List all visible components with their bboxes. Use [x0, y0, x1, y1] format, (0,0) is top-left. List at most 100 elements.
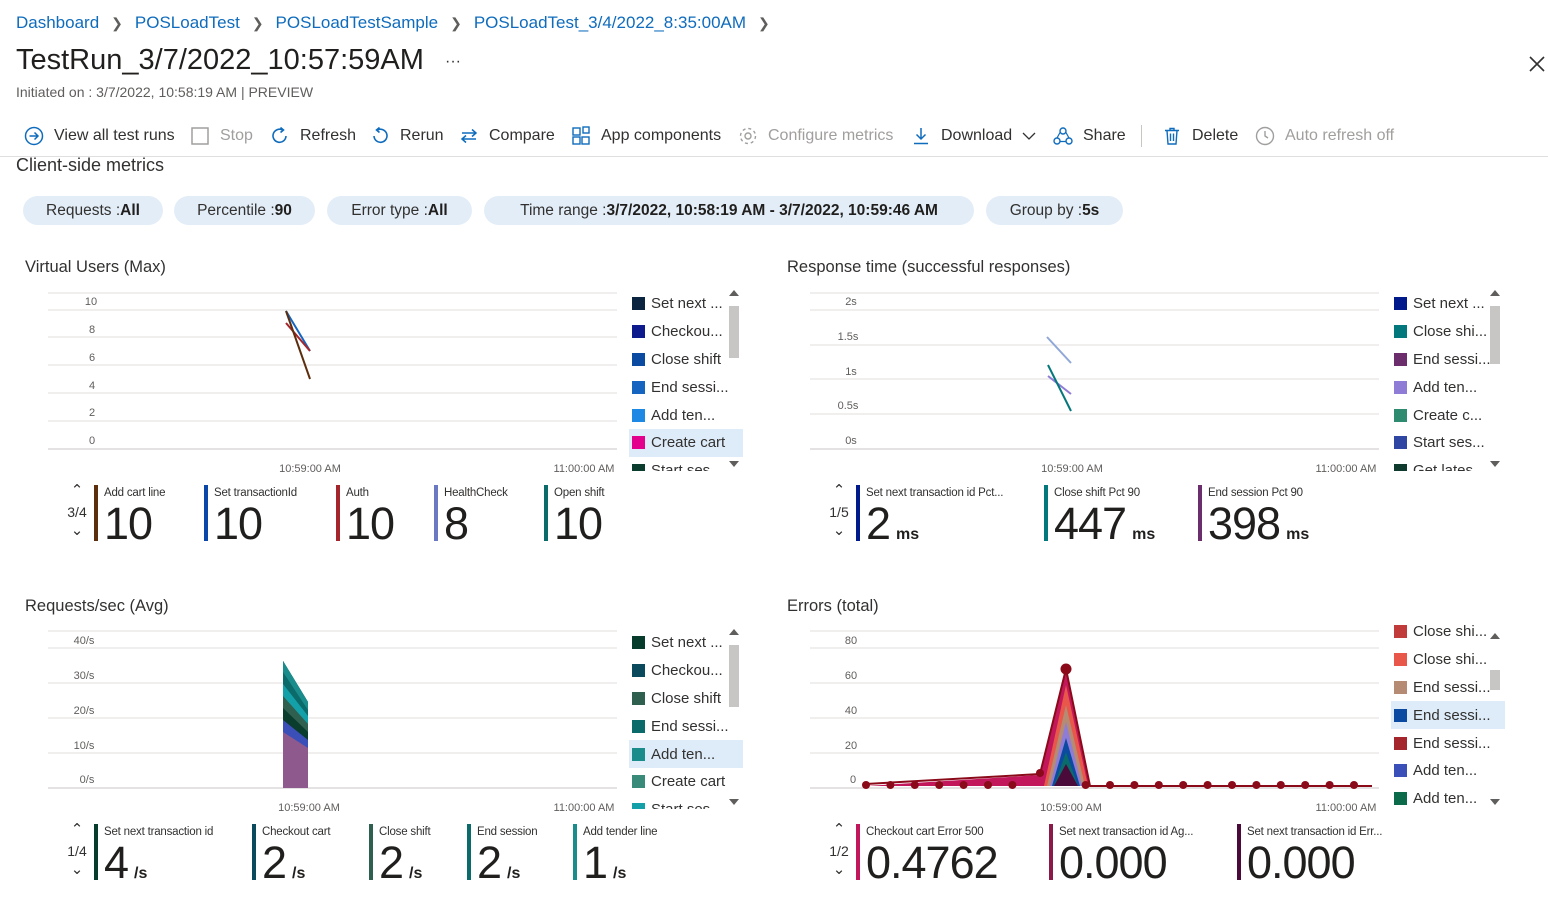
refresh-button[interactable]: Refresh — [270, 122, 356, 150]
err-marker — [886, 781, 895, 789]
chevron-down-icon[interactable]: ⌄ — [832, 861, 846, 878]
legend-item[interactable]: End sessi... — [629, 373, 743, 401]
scroll-thumb[interactable] — [729, 306, 739, 358]
filter-error-type[interactable]: Error type : All — [327, 196, 472, 225]
metric-card-label: Auth — [346, 487, 369, 499]
auto-refresh-button[interactable]: Auto refresh off — [1255, 122, 1394, 150]
download-button[interactable]: Download — [911, 122, 1046, 150]
breadcrumb-test[interactable]: POSLoadTest — [134, 13, 240, 32]
legend-item[interactable]: End sessi... — [1391, 701, 1505, 730]
legend-item[interactable]: Set next ... — [1391, 290, 1505, 318]
rt-legend-scrollbar[interactable] — [1487, 288, 1503, 471]
legend-item[interactable]: Close shi... — [1391, 318, 1505, 346]
legend-item[interactable]: End sessi... — [1391, 346, 1505, 374]
filter-requests[interactable]: Requests : All — [23, 196, 163, 225]
scroll-up-icon[interactable] — [729, 629, 739, 635]
rps-area — [283, 661, 308, 710]
legend-item[interactable]: End sessi... — [1391, 729, 1505, 757]
metric-card-value-row: 10 — [554, 500, 603, 548]
chevron-down-icon[interactable]: ⌄ — [832, 522, 846, 539]
compare-button[interactable]: Compare — [459, 122, 555, 150]
metric-card-value-row: 2 ms — [866, 500, 919, 559]
chevron-up-icon[interactable]: ⌃ — [832, 482, 846, 499]
more-options-button[interactable]: ··· — [445, 53, 461, 70]
chevron-down-icon[interactable]: ⌄ — [70, 522, 84, 539]
delete-label: Delete — [1192, 127, 1239, 144]
scroll-thumb[interactable] — [1490, 306, 1500, 364]
legend-item[interactable]: Start ses... — [629, 457, 743, 471]
legend-item[interactable]: Get lates... — [1391, 457, 1505, 471]
chevron-down-icon[interactable]: ⌄ — [70, 861, 84, 878]
scroll-up-icon[interactable] — [729, 290, 739, 296]
legend-item[interactable]: End sessi... — [629, 712, 743, 740]
legend-item[interactable]: Start ses... — [629, 796, 743, 809]
legend-item[interactable]: Create cart — [629, 428, 743, 457]
breadcrumb-run[interactable]: POSLoadTest_3/4/2022_8:35:00AM — [473, 13, 747, 32]
app-components-button[interactable]: App components — [571, 122, 721, 150]
legend-item[interactable]: Close shift — [629, 685, 743, 713]
err-marker — [1106, 781, 1114, 789]
rt-ytick: 0.5s — [838, 400, 859, 412]
app-components-icon — [572, 126, 590, 145]
err-markers — [862, 663, 1358, 789]
scroll-down-icon[interactable] — [1490, 461, 1500, 467]
legend-item[interactable]: Start ses... — [1391, 429, 1505, 457]
legend-swatch — [632, 325, 645, 339]
breadcrumb-dashboard[interactable]: Dashboard — [16, 13, 100, 32]
legend-item[interactable]: End sessi... — [1391, 674, 1505, 702]
share-button[interactable]: Share — [1053, 122, 1126, 150]
legend-item[interactable]: Set next ... — [629, 629, 743, 657]
delete-button[interactable]: Delete — [1162, 122, 1238, 150]
scroll-down-icon[interactable] — [729, 461, 739, 467]
stop-button[interactable]: Stop — [190, 122, 253, 150]
section-title: Client-side metrics — [16, 155, 165, 175]
filter-time-range[interactable]: Time range : 3/7/2022, 10:58:19 AM - 3/7… — [484, 196, 974, 225]
err-marker — [1203, 781, 1212, 789]
view-all-test-runs-button[interactable]: View all test runs — [24, 122, 175, 150]
metric-card-value: 4 — [104, 837, 129, 888]
rps-ytick: 20/s — [74, 705, 95, 717]
auto-refresh-label: Auto refresh off — [1285, 127, 1395, 144]
chevron-up-icon[interactable]: ⌃ — [70, 482, 84, 499]
filter-group-by[interactable]: Group by : 5s — [986, 196, 1123, 225]
filter-percentile[interactable]: Percentile : 90 — [174, 196, 315, 225]
err-marker — [1350, 781, 1358, 789]
legend-item[interactable]: Create c... — [1391, 401, 1505, 429]
breadcrumb-sample[interactable]: POSLoadTestSample — [275, 13, 439, 32]
rps-card-pager: ⌃ 1/4 ⌄ — [63, 821, 91, 878]
rps-ytick: 30/s — [74, 670, 95, 682]
scroll-up-icon[interactable] — [1490, 290, 1500, 296]
legend-item[interactable]: Add ten... — [1391, 785, 1505, 809]
scroll-down-icon[interactable] — [1490, 799, 1500, 805]
legend-item[interactable]: Add ten... — [629, 401, 743, 429]
legend-item[interactable]: Add ten... — [1391, 373, 1505, 401]
legend-item[interactable]: Close shift — [629, 346, 743, 374]
rerun-button[interactable]: Rerun — [370, 122, 444, 150]
legend-item[interactable]: Add ten... — [629, 740, 743, 768]
scroll-thumb[interactable] — [1490, 670, 1500, 690]
chevron-up-icon[interactable]: ⌃ — [70, 821, 84, 838]
legend-item[interactable]: Close shi... — [1391, 646, 1505, 674]
close-button[interactable] — [1528, 55, 1548, 75]
legend-swatch — [1394, 708, 1407, 722]
err-chart: 80 60 40 20 0 10:59:00 AM 11:00:00 AM — [810, 630, 1379, 814]
rps-legend-scrollbar[interactable] — [726, 627, 742, 809]
legend-item[interactable]: Close shi... — [1391, 618, 1505, 646]
legend-item[interactable]: Add ten... — [1391, 757, 1505, 785]
legend-item[interactable]: Checkou... — [629, 318, 743, 346]
vu-legend-scrollbar[interactable] — [726, 288, 742, 471]
legend-item[interactable]: Create cart — [629, 768, 743, 796]
refresh-icon — [272, 126, 287, 144]
chevron-up-icon[interactable]: ⌃ — [832, 821, 846, 838]
vu-ytick: 10 — [85, 296, 97, 308]
legend-item[interactable]: Set next ... — [629, 290, 743, 318]
err-legend-scrollbar[interactable] — [1487, 627, 1503, 809]
configure-metrics-button[interactable]: Configure metrics — [738, 122, 893, 150]
scroll-thumb[interactable] — [729, 645, 739, 707]
legend-label: End sessi... — [1413, 678, 1491, 696]
scroll-up-icon[interactable] — [1490, 633, 1500, 639]
scroll-down-icon[interactable] — [729, 799, 739, 805]
metric-card-value: 447 — [1054, 498, 1127, 549]
legend-item[interactable]: Checkou... — [629, 657, 743, 685]
rt-legend: Set next ... Close shi... End sessi... Add … — [1391, 290, 1505, 471]
